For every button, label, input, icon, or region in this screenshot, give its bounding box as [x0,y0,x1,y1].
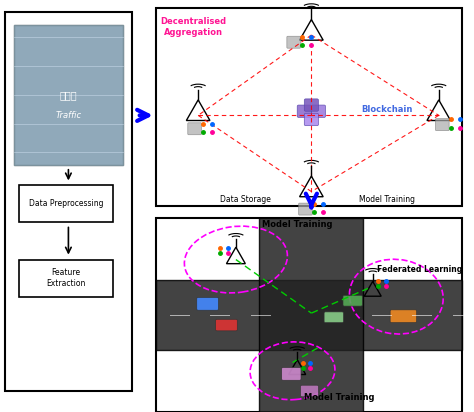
FancyBboxPatch shape [304,99,319,111]
Text: Feature
Extraction: Feature Extraction [46,268,86,288]
Text: Blockchain: Blockchain [361,105,412,114]
FancyBboxPatch shape [343,295,362,306]
FancyBboxPatch shape [188,123,201,135]
FancyBboxPatch shape [299,203,312,215]
Text: Model Training: Model Training [304,393,375,402]
FancyBboxPatch shape [304,113,319,126]
FancyBboxPatch shape [259,218,363,412]
FancyBboxPatch shape [301,385,319,397]
Text: Data Storage: Data Storage [220,195,271,204]
FancyBboxPatch shape [216,319,237,331]
FancyBboxPatch shape [19,185,113,222]
FancyBboxPatch shape [155,8,462,206]
Text: Data Preprocessing: Data Preprocessing [29,199,103,208]
Text: Federated Learning: Federated Learning [377,265,463,274]
FancyBboxPatch shape [297,105,311,117]
Text: Model Training: Model Training [359,195,415,204]
FancyBboxPatch shape [155,280,462,350]
FancyBboxPatch shape [19,260,113,297]
FancyBboxPatch shape [324,312,344,323]
Text: Model Training: Model Training [262,220,332,229]
Text: Traffic: Traffic [55,111,82,120]
FancyBboxPatch shape [155,218,462,412]
FancyBboxPatch shape [5,12,132,391]
Text: 🚗🚌🚕: 🚗🚌🚕 [60,90,77,100]
FancyBboxPatch shape [287,36,301,48]
FancyBboxPatch shape [14,25,123,165]
Text: Decentralised
Aggregation: Decentralised Aggregation [160,17,227,37]
FancyBboxPatch shape [311,105,326,117]
FancyBboxPatch shape [390,310,417,323]
FancyBboxPatch shape [436,119,449,131]
FancyBboxPatch shape [197,297,219,310]
FancyBboxPatch shape [282,368,301,380]
